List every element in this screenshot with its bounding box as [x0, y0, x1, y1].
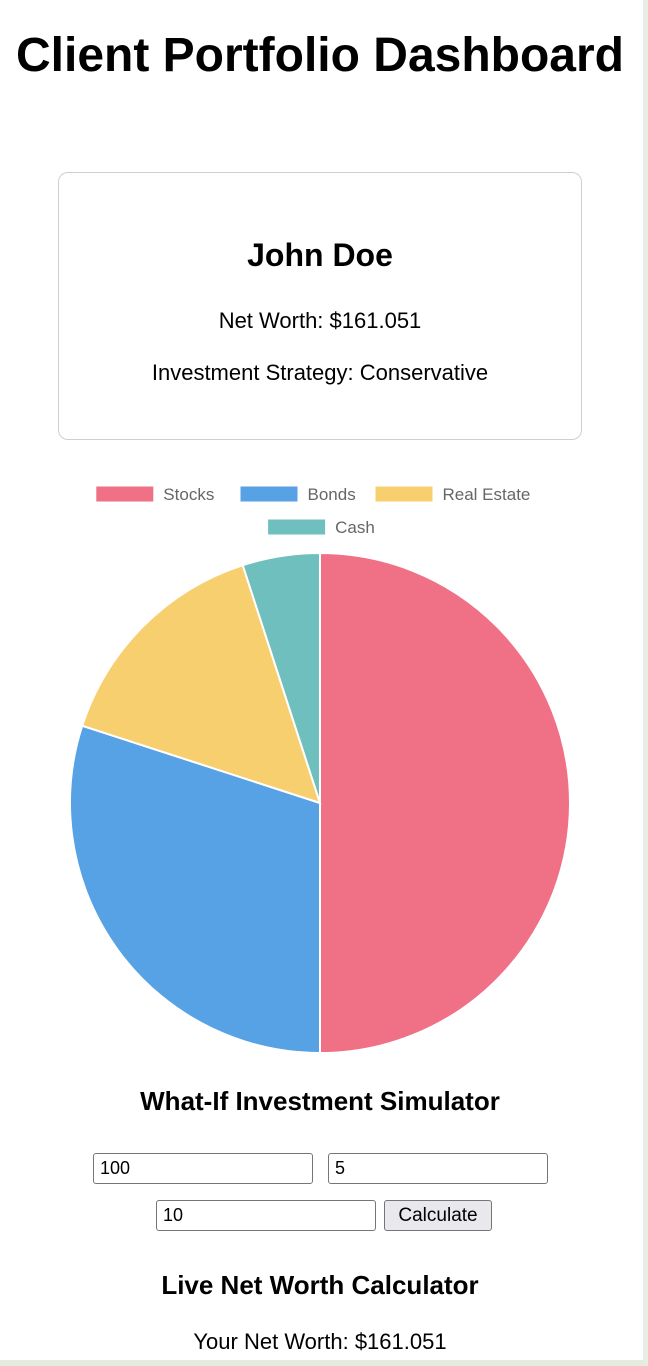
legend-label-cash[interactable]: Cash — [335, 518, 375, 537]
net-worth-text: Net Worth: $161.051 — [218, 308, 422, 333]
legend-swatch-stocks[interactable] — [96, 486, 154, 502]
legend-swatch-real-estate[interactable] — [375, 486, 433, 502]
pie-slice-bonds[interactable] — [69, 724, 321, 1055]
years-input[interactable] — [156, 1200, 376, 1231]
investment-amount-input[interactable] — [93, 1153, 313, 1184]
allocation-pie-chart: Stocks Bonds Real Estate Cash — [69, 485, 571, 1055]
pie-slice-stocks[interactable] — [319, 551, 571, 1055]
client-name: John Doe — [247, 237, 393, 273]
legend-swatch-cash[interactable] — [268, 519, 326, 535]
live-calculator-heading: Live Net Worth Calculator — [161, 1270, 479, 1300]
calculate-button[interactable]: Calculate — [384, 1200, 492, 1231]
page-title: Client Portfolio Dashboard — [15, 29, 624, 82]
investment-strategy-text: Investment Strategy: Conservative — [151, 360, 489, 385]
pie-slice-real-estate[interactable] — [80, 563, 322, 805]
pie-slices — [69, 551, 571, 1055]
live-net-worth-text: Your Net Worth: $161.051 — [193, 1329, 447, 1354]
legend-label-real-estate[interactable]: Real Estate — [443, 485, 531, 504]
client-card: John Doe Net Worth: $161.051 Investment … — [58, 172, 582, 440]
simulator-heading: What-If Investment Simulator — [140, 1086, 500, 1116]
chart-legend: Stocks Bonds Real Estate Cash — [96, 485, 530, 537]
legend-label-bonds[interactable]: Bonds — [308, 485, 356, 504]
pie-slice-cash[interactable] — [241, 551, 321, 804]
interest-rate-input[interactable] — [328, 1153, 548, 1184]
legend-swatch-bonds[interactable] — [240, 486, 298, 502]
legend-label-stocks[interactable]: Stocks — [163, 485, 214, 504]
